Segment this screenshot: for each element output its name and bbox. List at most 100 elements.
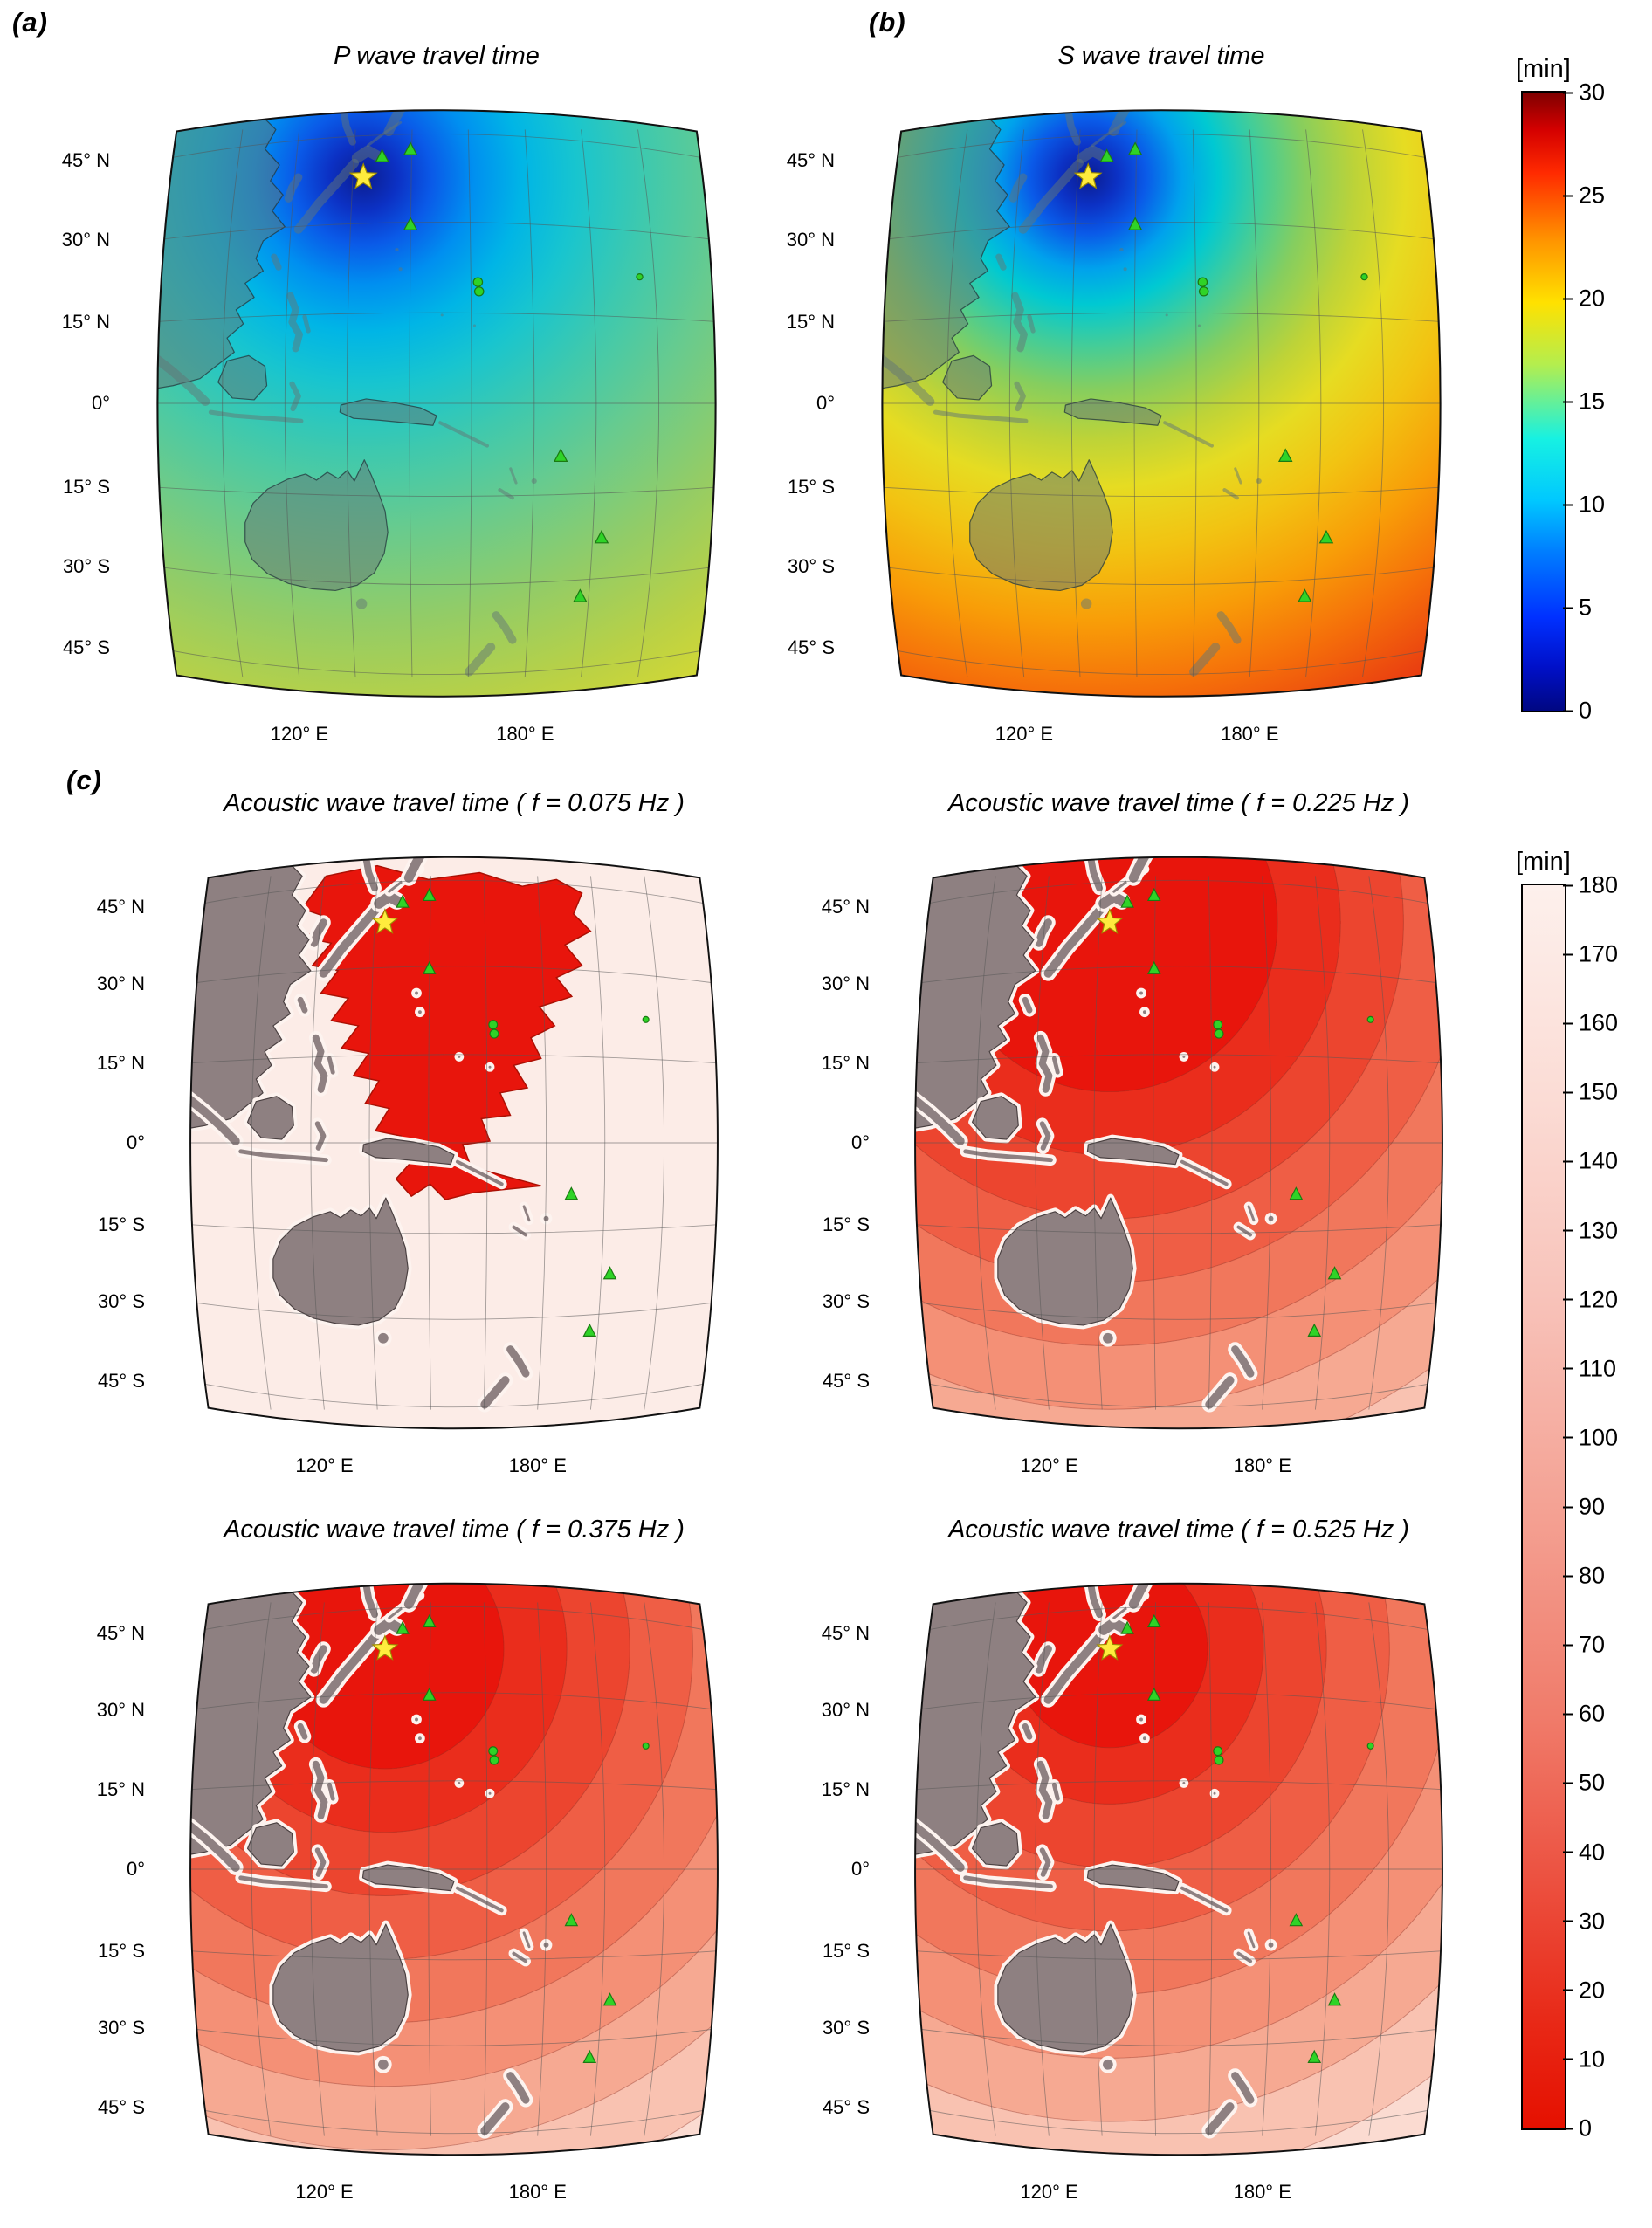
- panel-a: P wave travel time 45° N 30° N 15° N 0° 15° …: [62, 37, 753, 745]
- panel-a-map: 45° N 30° N 15° N 0° 15° S 30° S 45° S 120° E 1…: [62, 94, 753, 745]
- station-triangle-marker: [1318, 529, 1334, 544]
- colorbar-tick-label: 20: [1579, 285, 1606, 312]
- colorbar-tick-label: 5: [1579, 594, 1593, 621]
- lon-tick-label: 180° E: [1233, 1454, 1291, 1476]
- graticule: [915, 1602, 1442, 2136]
- station-triangle-marker: [375, 148, 389, 162]
- lat-tick-label: 45° S: [822, 1369, 870, 1392]
- colorbar-tick-label: 0: [1579, 697, 1593, 724]
- lon-tick-label: 120° E: [270, 723, 329, 745]
- station-circle-marker: [642, 1742, 650, 1750]
- lon-tick-label: 180° E: [1221, 723, 1279, 745]
- epicenter-star-marker: [371, 1634, 399, 1661]
- panel-c4-map: 45° N 30° N 15° N 0° 15° S 30° S 45° S 120° E 1…: [822, 1568, 1477, 2203]
- graticule: [915, 876, 1442, 1410]
- station-triangle-marker: [1327, 1266, 1342, 1280]
- panel-c1-title: Acoustic wave travel time ( f = 0.075 Hz…: [224, 789, 685, 817]
- station-circle-marker: [1214, 1755, 1224, 1765]
- station-triangle-marker: [1146, 887, 1161, 902]
- acoustic-map-0525-canvas: [914, 1582, 1443, 2156]
- station-triangle-marker: [396, 1620, 410, 1634]
- lat-tick-label: 15° N: [786, 310, 835, 333]
- colorbar-tick-label: 0: [1579, 2115, 1593, 2142]
- lat-tick-label: 45° S: [822, 2095, 870, 2118]
- colorbar-tick-label: 130: [1579, 1217, 1619, 1244]
- panel-label-b: (b): [869, 7, 906, 38]
- lat-tick-label: 45° N: [96, 895, 145, 918]
- lat-tick-label: 30° N: [96, 972, 145, 994]
- station-triangle-marker: [422, 1687, 437, 1701]
- lon-tick-label: 120° E: [1020, 2181, 1078, 2203]
- station-circle-marker: [1360, 273, 1368, 281]
- panel-c2-map: 45° N 30° N 15° N 0° 15° S 30° S 45° S 120° E 1…: [822, 842, 1477, 1476]
- colorbar-tick-label: 180: [1579, 871, 1619, 898]
- station-triangle-marker: [564, 1913, 579, 1927]
- colorbar-tick-label: 60: [1579, 1700, 1606, 1727]
- panel-b: S wave travel time 45° N 30° N 15° N 0° 15° …: [787, 37, 1477, 745]
- station-triangle-marker: [1277, 448, 1293, 462]
- station-circle-marker: [1197, 277, 1208, 287]
- panel-c3-map: 45° N 30° N 15° N 0° 15° S 30° S 45° S 120° E 1…: [97, 1568, 753, 2203]
- station-triangle-marker: [1307, 1323, 1322, 1337]
- station-triangle-marker: [1127, 217, 1143, 230]
- graticule: [190, 876, 718, 1410]
- station-triangle-marker: [1307, 2049, 1322, 2063]
- lat-tick-label: 0°: [91, 392, 110, 414]
- panel-c2: Acoustic wave travel time ( f = 0.225 Hz…: [822, 784, 1477, 1476]
- colorbar-tick-label: 120: [1579, 1286, 1619, 1313]
- lat-tick-label: 45° S: [787, 636, 835, 658]
- colorbar-tick-label: 10: [1579, 491, 1606, 518]
- lat-tick-label: 45° S: [97, 2095, 145, 2118]
- colorbar-bottom-unit: [min]: [1516, 848, 1571, 876]
- colorbar-top-unit: [min]: [1516, 55, 1571, 83]
- station-circle-marker: [489, 1755, 499, 1765]
- station-circle-marker: [1213, 1020, 1223, 1030]
- colorbar-top: [min] 30 25 20 15 10 5 0: [1516, 52, 1605, 724]
- panel-c3: Acoustic wave travel time ( f = 0.375 Hz…: [97, 1510, 753, 2203]
- lat-tick-label: 30° N: [821, 972, 870, 994]
- graticule: [157, 129, 716, 677]
- lat-tick-label: 30° S: [97, 2017, 145, 2039]
- panel-label-a: (a): [12, 7, 48, 38]
- station-triangle-marker: [1120, 894, 1134, 908]
- station-triangle-marker: [1120, 1620, 1134, 1634]
- lat-tick-label: 45° N: [786, 149, 835, 172]
- colorbar-bottom: [min] 180 170 160 150 140 130 120 110 100 90 80 70 6…: [1516, 845, 1618, 2142]
- colorbar-tick-label: 160: [1579, 1009, 1619, 1036]
- lat-tick-label: 15° N: [96, 1051, 145, 1074]
- station-circle-marker: [1366, 1015, 1374, 1023]
- station-circle-marker: [472, 277, 484, 287]
- s-wave-map-canvas: [881, 109, 1442, 698]
- lat-tick-label: 15° S: [62, 476, 110, 499]
- station-circle-marker: [488, 1746, 499, 1757]
- station-triangle-marker: [1146, 1613, 1161, 1628]
- station-triangle-marker: [1327, 1992, 1342, 2006]
- colorbar-tick-label: 30: [1579, 79, 1606, 106]
- colorbar-top-bar: 30 25 20 15 10 5 0: [1521, 79, 1605, 724]
- lon-tick-label: 180° E: [508, 2181, 567, 2203]
- lat-tick-label: 45° N: [61, 149, 110, 172]
- map-boundary: [156, 109, 717, 698]
- station-triangle-marker: [564, 1186, 579, 1200]
- station-triangle-marker: [1298, 588, 1312, 602]
- station-triangle-marker: [573, 588, 588, 602]
- lon-tick-label: 180° E: [1233, 2181, 1291, 2203]
- colorbar-tick-label: 50: [1579, 1769, 1606, 1796]
- lat-tick-label: 15° S: [97, 1939, 145, 1962]
- epicenter-star-marker: [1073, 162, 1103, 189]
- station-triangle-marker: [1289, 1913, 1304, 1927]
- station-triangle-marker: [1146, 1687, 1161, 1701]
- station-markers: [371, 887, 650, 1337]
- panel-a-title: P wave travel time: [334, 42, 540, 70]
- lat-tick-label: 15° S: [787, 476, 835, 499]
- station-circle-marker: [1214, 1028, 1224, 1039]
- colorbar-tick-label: 170: [1579, 940, 1619, 967]
- colorbar-tick-label: 150: [1579, 1078, 1619, 1105]
- colorbar-tick-label: 25: [1579, 182, 1606, 209]
- lat-tick-label: 0°: [126, 1858, 145, 1880]
- station-triangle-marker: [422, 1613, 437, 1628]
- lat-tick-label: 30° N: [821, 1698, 870, 1721]
- lat-tick-label: 0°: [850, 1858, 870, 1880]
- lon-tick-label: 120° E: [295, 1454, 354, 1476]
- epicenter-star-marker: [371, 908, 399, 934]
